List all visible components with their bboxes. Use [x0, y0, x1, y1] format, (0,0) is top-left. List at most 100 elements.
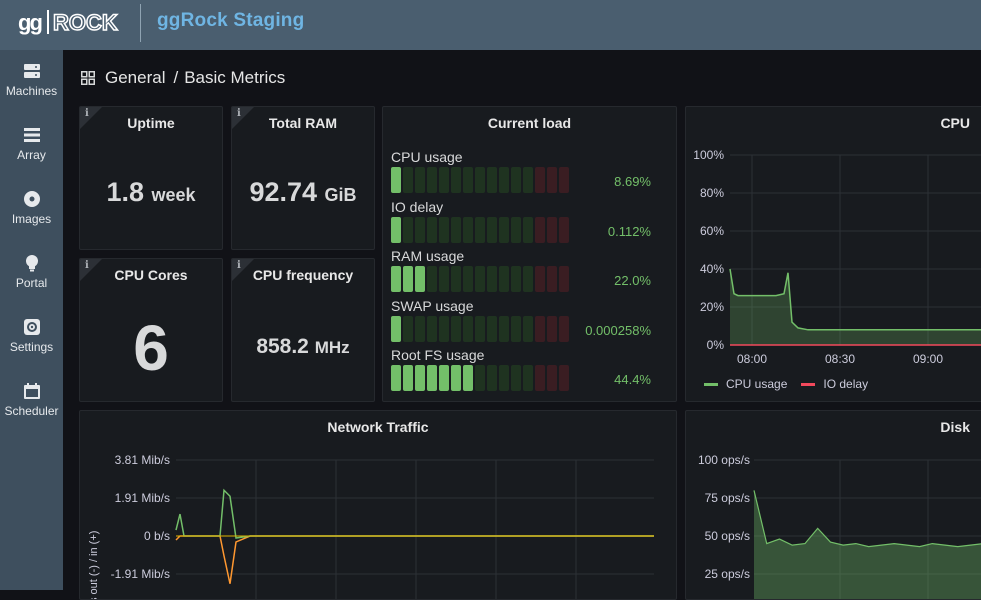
legend-io-delay[interactable]: IO delay — [823, 377, 869, 391]
info-corner — [232, 107, 254, 129]
gauge-label: IO delay — [391, 198, 444, 215]
disk-chart[interactable]: 100 ops/s 75 ops/s 50 ops/s 25 ops/s — [686, 411, 981, 600]
y-tick-label: 1.91 Mib/s — [115, 491, 170, 505]
breadcrumb-separator: / — [173, 68, 179, 87]
gauge-segment — [499, 315, 509, 342]
gauge-segment — [499, 266, 509, 292]
gauge-segment — [547, 315, 557, 342]
sidebar-item-label: Settings — [9, 340, 54, 354]
gauge-label: Root FS usage — [391, 347, 485, 363]
x-tick-label: 08:30 — [825, 352, 855, 366]
panel-title: Uptime — [127, 115, 175, 131]
gauge-segment — [463, 167, 473, 193]
sidebar-item-images[interactable]: Images — [0, 178, 63, 238]
series-line-ops — [753, 490, 981, 548]
info-icon[interactable]: i — [237, 108, 241, 119]
series-line-cpu-usage — [729, 268, 981, 331]
current-load-panel[interactable]: Current load CPU usage 8.69% IO delay 0.112… — [382, 106, 677, 402]
gauge-segment — [427, 216, 437, 243]
dashboard-main: General / Basic Metrics i Uptime 1.8 wee… — [63, 50, 981, 600]
network-traffic-panel[interactable]: Network Traffic 3.81 Mib/s 1.91 Mib/s 0 b/… — [79, 410, 677, 600]
gauge-segment — [391, 216, 401, 243]
gauge-segment — [559, 266, 569, 292]
y-tick-label: 60% — [700, 224, 724, 238]
gauge-segment — [547, 167, 557, 193]
y-tick-label: 25 ops/s — [705, 567, 750, 581]
info-icon[interactable]: i — [85, 260, 89, 271]
y-tick-label: 100% — [693, 148, 724, 162]
total-ram-unit: GiB — [324, 185, 357, 205]
breadcrumb-dashboard[interactable]: Basic Metrics — [184, 68, 286, 87]
gauge-segment — [403, 167, 413, 193]
gauge-segment — [427, 365, 437, 391]
sidebar-item-scheduler[interactable]: Scheduler — [0, 370, 63, 430]
sidebar-item-machines[interactable]: Machines — [0, 50, 63, 110]
gauge-segment — [559, 216, 569, 243]
gauge-segment — [391, 365, 401, 391]
disk-chart-panel[interactable]: Disk 100 ops/s 75 ops/s 50 ops/s 25 ops/s — [685, 410, 981, 600]
sidebar: Machines Array Images Portal Settings — [0, 50, 63, 590]
gauge-segment — [511, 216, 521, 243]
gauge-segment — [427, 315, 437, 342]
gauge-value: 0.112% — [607, 223, 651, 239]
gauge-segment — [439, 216, 449, 243]
app-title: ggRock Staging — [157, 10, 305, 31]
gauge-segment — [403, 365, 413, 391]
gauge-segment — [451, 266, 461, 292]
top-bar: gg ROCK ggRock Staging — [0, 0, 981, 50]
sidebar-item-settings[interactable]: Settings — [0, 306, 63, 366]
total-ram-panel[interactable]: i Total RAM 92.74 GiB — [231, 106, 375, 250]
series-area-cpu-usage — [730, 269, 981, 345]
info-corner — [232, 259, 254, 281]
gauge-segment — [415, 216, 425, 243]
y-tick-label: 20% — [700, 300, 724, 314]
legend-cpu-usage[interactable]: CPU usage — [726, 377, 788, 391]
sidebar-item-array[interactable]: Array — [0, 114, 63, 174]
cpu-chart[interactable]: 100% 80% 60% 40% 20% 0% 08:00 08:30 09:00 — [686, 107, 981, 402]
gauge-segment — [511, 266, 521, 292]
uptime-panel[interactable]: i Uptime 1.8 week — [79, 106, 223, 250]
dashboard-grid-icon — [81, 71, 95, 85]
y-tick-label: 3.81 Mib/s — [115, 453, 170, 467]
gauge-value: 44.4% — [614, 372, 651, 387]
x-tick-label: 08:00 — [737, 352, 767, 366]
gear-icon — [23, 319, 40, 335]
gauge-segment — [427, 266, 437, 292]
panel-title: Network Traffic — [327, 419, 429, 435]
info-icon[interactable]: i — [237, 260, 241, 271]
gauge-segment — [391, 167, 401, 193]
sidebar-item-portal[interactable]: Portal — [0, 242, 63, 302]
network-chart[interactable]: 3.81 Mib/s 1.91 Mib/s 0 b/s -1.91 Mib/s — [80, 411, 677, 600]
gauge-bar — [391, 365, 571, 391]
gauge-segment — [535, 266, 545, 292]
sidebar-item-label: Machines — [5, 84, 58, 98]
panel-title: Disk — [940, 419, 970, 435]
series-line-in — [175, 488, 654, 539]
breadcrumb-folder[interactable]: General — [105, 68, 166, 87]
gauge-segment — [547, 266, 557, 292]
gauge-segment — [559, 167, 569, 193]
info-icon[interactable]: i — [85, 108, 89, 119]
sidebar-item-label: Array — [17, 148, 46, 162]
cpu-frequency-panel[interactable]: i CPU frequency 858.2 MHz — [231, 258, 375, 402]
cpu-cores-panel[interactable]: i CPU Cores 6 — [79, 258, 223, 402]
gauge-segment — [547, 216, 557, 243]
gauge-segment — [547, 365, 557, 391]
y-tick-label: 0 b/s — [144, 529, 170, 543]
cpu-chart-panel[interactable]: CPU 100% 80% 60% 40% 20% 0% 08:00 08:30 09:00 CP… — [685, 106, 981, 402]
gauge-segment — [475, 216, 485, 243]
gauge-value: 22.0% — [614, 273, 651, 288]
ggrock-logo[interactable]: gg ROCK — [18, 8, 126, 36]
network-ylabel: s out (-) / in (+) — [88, 530, 100, 600]
gauge-segment — [523, 266, 533, 292]
cpu-cores-value: 6 — [133, 312, 169, 384]
gauge-segment — [415, 315, 425, 342]
svg-text:gg: gg — [18, 10, 41, 35]
gauge-segment — [451, 315, 461, 342]
gauge-segment — [415, 167, 425, 193]
gauge-value: 0.000258% — [585, 322, 651, 338]
y-tick-label: 100 ops/s — [698, 453, 750, 467]
gauge-segment — [511, 315, 521, 342]
uptime-number: 1.8 — [106, 177, 144, 207]
sidebar-item-label: Portal — [15, 276, 48, 290]
